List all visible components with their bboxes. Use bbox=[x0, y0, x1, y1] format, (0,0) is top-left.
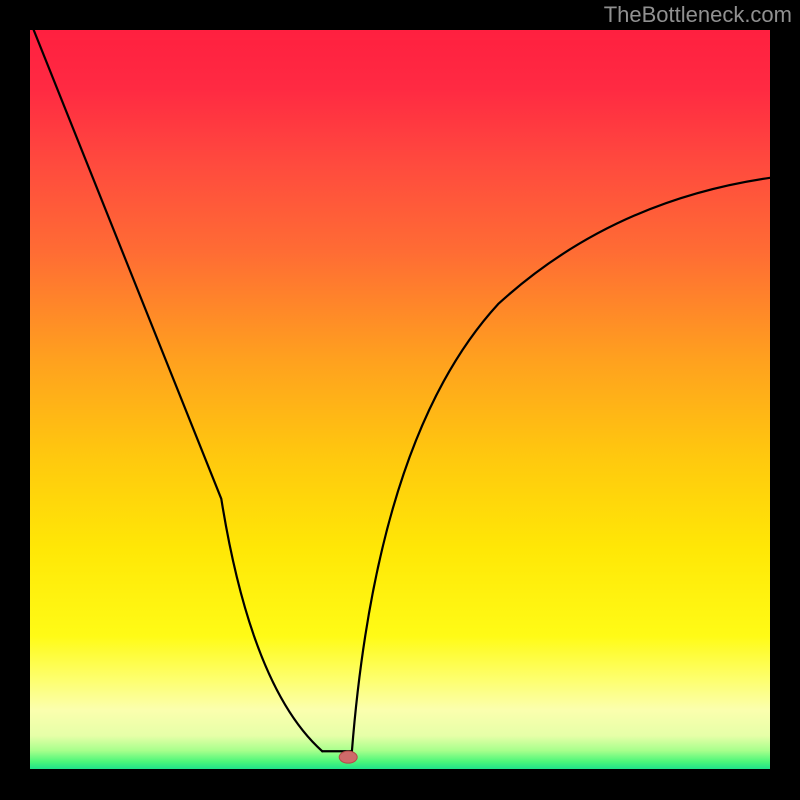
optimum-marker bbox=[339, 751, 357, 763]
plot-background bbox=[30, 30, 770, 769]
chart-svg bbox=[0, 0, 800, 800]
watermark-label: TheBottleneck.com bbox=[604, 2, 792, 28]
chart-frame bbox=[0, 0, 800, 800]
